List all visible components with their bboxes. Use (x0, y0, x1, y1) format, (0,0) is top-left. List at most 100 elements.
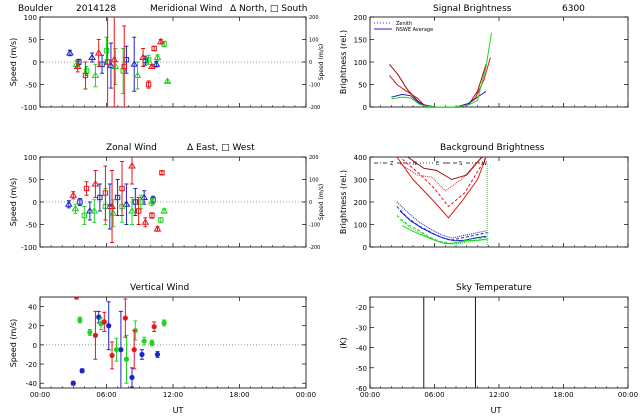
chart-title-note: Δ East, □ West (187, 143, 255, 153)
x-tick-label: 06:00 (96, 391, 116, 399)
y-tick-label: 150 (354, 37, 367, 45)
plot-data (66, 17, 172, 107)
series-line (399, 210, 487, 242)
y-tick-label: 0 (363, 244, 367, 252)
date-code: 2014128 (76, 4, 116, 14)
y-tick-label: 0 (33, 59, 37, 67)
y-tick-label: 300 (354, 177, 367, 185)
data-point (122, 315, 128, 321)
series-line (389, 63, 487, 107)
data-point-square (81, 212, 88, 219)
y-tick-label: -50 (26, 82, 37, 90)
y-tick-label: 50 (28, 37, 37, 45)
data-point-square (103, 48, 110, 54)
data-point-square (121, 63, 127, 70)
y-tick-label-right: 0 (309, 60, 312, 66)
data-point (79, 368, 85, 374)
y-tick-label-right: -200 (309, 105, 320, 111)
plot-frame (369, 296, 629, 389)
data-point (109, 352, 115, 359)
series-line (396, 206, 489, 241)
data-point-triangle (90, 207, 99, 214)
y-tick-label: 200 (354, 14, 367, 22)
y-axis-label-right: Speed (m/s) (318, 184, 325, 220)
y-axis-label: Speed (m/s) (9, 178, 18, 227)
y-tick-label: 50 (28, 177, 37, 185)
data-point-triangle (128, 162, 136, 169)
y-tick-label: 50 (358, 82, 367, 90)
data-point-triangle (94, 49, 103, 56)
y-tick-label: -20 (26, 361, 37, 369)
data-point-square (102, 190, 109, 196)
data-point-triangle (71, 204, 80, 212)
data-point-square (82, 72, 89, 79)
y-tick-label: 0 (33, 342, 37, 350)
panel-meridional: Meridional Wind Δ North, □ South Speed (… (9, 4, 325, 112)
legend-label: W (482, 161, 487, 167)
data-point-triangle (139, 53, 147, 60)
panel-sky-temperature: Sky Temperature (K) UT -60 -50 -40 -30 -20 00… (339, 283, 638, 415)
y-tick-label: 0 (33, 199, 37, 207)
station-name: Boulder (18, 4, 53, 14)
data-point (131, 347, 137, 353)
legend-label: S (459, 161, 462, 167)
y-tick-label-right: -100 (309, 223, 320, 229)
data-point-square (159, 170, 165, 176)
data-point-square (150, 197, 156, 203)
chart-title: Vertical Wind (130, 283, 189, 293)
data-point (70, 380, 76, 386)
x-tick-label: 18:00 (553, 391, 573, 399)
y-tick-label: -20 (356, 304, 367, 312)
y-tick-label: -40 (26, 380, 37, 388)
data-point-square (99, 61, 105, 67)
y-tick-label: -100 (21, 244, 37, 252)
data-point-square (151, 45, 157, 52)
y-tick-label: -60 (356, 385, 367, 393)
data-point-square (104, 59, 111, 65)
data-point-triangle (91, 180, 100, 187)
series-line (401, 157, 487, 208)
data-point-triangle (160, 207, 169, 214)
series-line (396, 157, 487, 219)
x-tick-label: 18:00 (229, 391, 249, 399)
legend-label: N (413, 161, 417, 167)
y-tick-label: 0 (363, 104, 367, 112)
series-line (402, 225, 489, 245)
data-point-triangle (91, 71, 100, 78)
y-tick-label: 100 (354, 222, 367, 230)
data-point (92, 332, 99, 338)
x-tick-label: 12:00 (163, 391, 183, 399)
y-tick-label: -40 (356, 345, 367, 353)
data-point (77, 317, 83, 323)
y-tick-label: 20 (28, 323, 37, 331)
data-point-triangle (108, 202, 116, 209)
y-axis-label: (K) (339, 337, 348, 349)
data-point (123, 356, 130, 362)
y-tick-label: 100 (24, 14, 37, 22)
data-point (139, 351, 145, 358)
data-point (113, 347, 120, 353)
y-tick-label-right: 100 (309, 178, 319, 184)
data-point-triangle (64, 200, 73, 207)
chart-title: Meridional Wind (150, 4, 222, 14)
data-point-triangle (148, 198, 156, 205)
y-tick-label: 40 (28, 304, 37, 312)
y-axis-label: Brightness (rel.) (339, 170, 348, 234)
data-point-triangle (85, 207, 94, 214)
chart-title: Zonal Wind (106, 143, 157, 153)
data-point-square (114, 194, 121, 201)
y-tick-label-right: -200 (309, 245, 320, 251)
panel-background-brightness: Background Brightness Brightness (rel.) … (339, 143, 629, 252)
plot-data (396, 157, 489, 247)
y-tick-label: 100 (354, 59, 367, 67)
y-tick-label: 100 (24, 154, 37, 162)
data-point-triangle (73, 62, 82, 69)
data-point (106, 323, 112, 329)
chart-title: Sky Temperature (456, 283, 532, 293)
y-tick-label: 200 (354, 199, 367, 207)
data-point-triangle (156, 37, 165, 45)
y-axis-label: Brightness (rel.) (339, 30, 348, 94)
y-tick-label-right: 100 (309, 38, 319, 44)
data-point-triangle (122, 200, 131, 207)
